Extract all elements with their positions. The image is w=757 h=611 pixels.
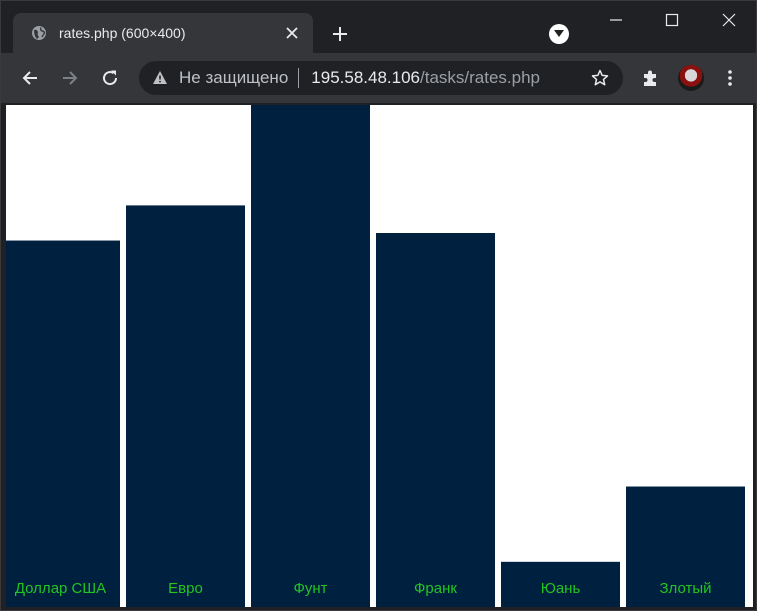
url-path: /tasks/rates.php	[420, 68, 541, 87]
page-content: Доллар США Евро Фунт Франк Юань Злотый	[6, 105, 753, 607]
bar-label-3: Франк	[414, 580, 457, 597]
bar-4	[501, 561, 620, 607]
tab-title: rates.php (600×400)	[59, 25, 186, 41]
maximize-button[interactable]	[657, 5, 687, 35]
address-bar[interactable]: Не защищено 195.58.48.106/tasks/rates.ph…	[139, 61, 623, 95]
profile-avatar[interactable]	[678, 65, 704, 91]
security-label[interactable]: Не защищено	[179, 68, 289, 87]
tab-strip: rates.php (600×400)	[1, 1, 756, 53]
arrow-right-icon	[63, 71, 78, 85]
arrow-left-icon	[22, 71, 37, 85]
bar-0	[6, 240, 120, 607]
new-tab-button[interactable]	[327, 21, 353, 47]
close-window-button[interactable]	[714, 5, 744, 35]
puzzle-piece-icon	[644, 70, 656, 86]
bar-3	[376, 233, 495, 607]
globe-icon	[31, 25, 47, 41]
bar-label-0: Доллар США	[15, 580, 106, 597]
warning-icon[interactable]	[151, 69, 169, 87]
close-icon	[722, 13, 736, 27]
bar-label-2: Фунт	[293, 580, 327, 597]
close-tab-icon[interactable]	[281, 22, 303, 44]
extensions-button[interactable]	[638, 65, 664, 91]
bar-2	[251, 105, 370, 607]
tab-rates[interactable]: rates.php (600×400)	[13, 13, 313, 53]
bar-label-1: Евро	[168, 580, 203, 597]
kebab-menu-icon	[728, 70, 732, 86]
bookmark-star-icon[interactable]	[589, 67, 611, 89]
minimize-button[interactable]	[601, 5, 631, 35]
reload-icon	[103, 70, 118, 86]
bar-label-4: Юань	[541, 580, 581, 597]
back-button[interactable]	[17, 65, 43, 91]
tab-search-button[interactable]	[549, 24, 569, 44]
plus-icon	[333, 27, 347, 41]
menu-button[interactable]	[717, 65, 743, 91]
address-separator	[298, 68, 300, 88]
bar-5	[626, 486, 745, 607]
minimize-icon	[610, 19, 622, 21]
browser-toolbar: Не защищено 195.58.48.106/tasks/rates.ph…	[1, 53, 756, 103]
bar-label-5: Злотый	[659, 580, 711, 597]
url-host: 195.58.48.106	[311, 68, 420, 87]
bar-1	[126, 205, 245, 607]
chevron-down-icon	[554, 30, 564, 37]
reload-button[interactable]	[97, 65, 123, 91]
exchange-rates-bar-chart: Доллар США Евро Фунт Франк Юань Злотый	[6, 105, 745, 607]
maximize-icon	[665, 13, 679, 27]
forward-button[interactable]	[57, 65, 83, 91]
